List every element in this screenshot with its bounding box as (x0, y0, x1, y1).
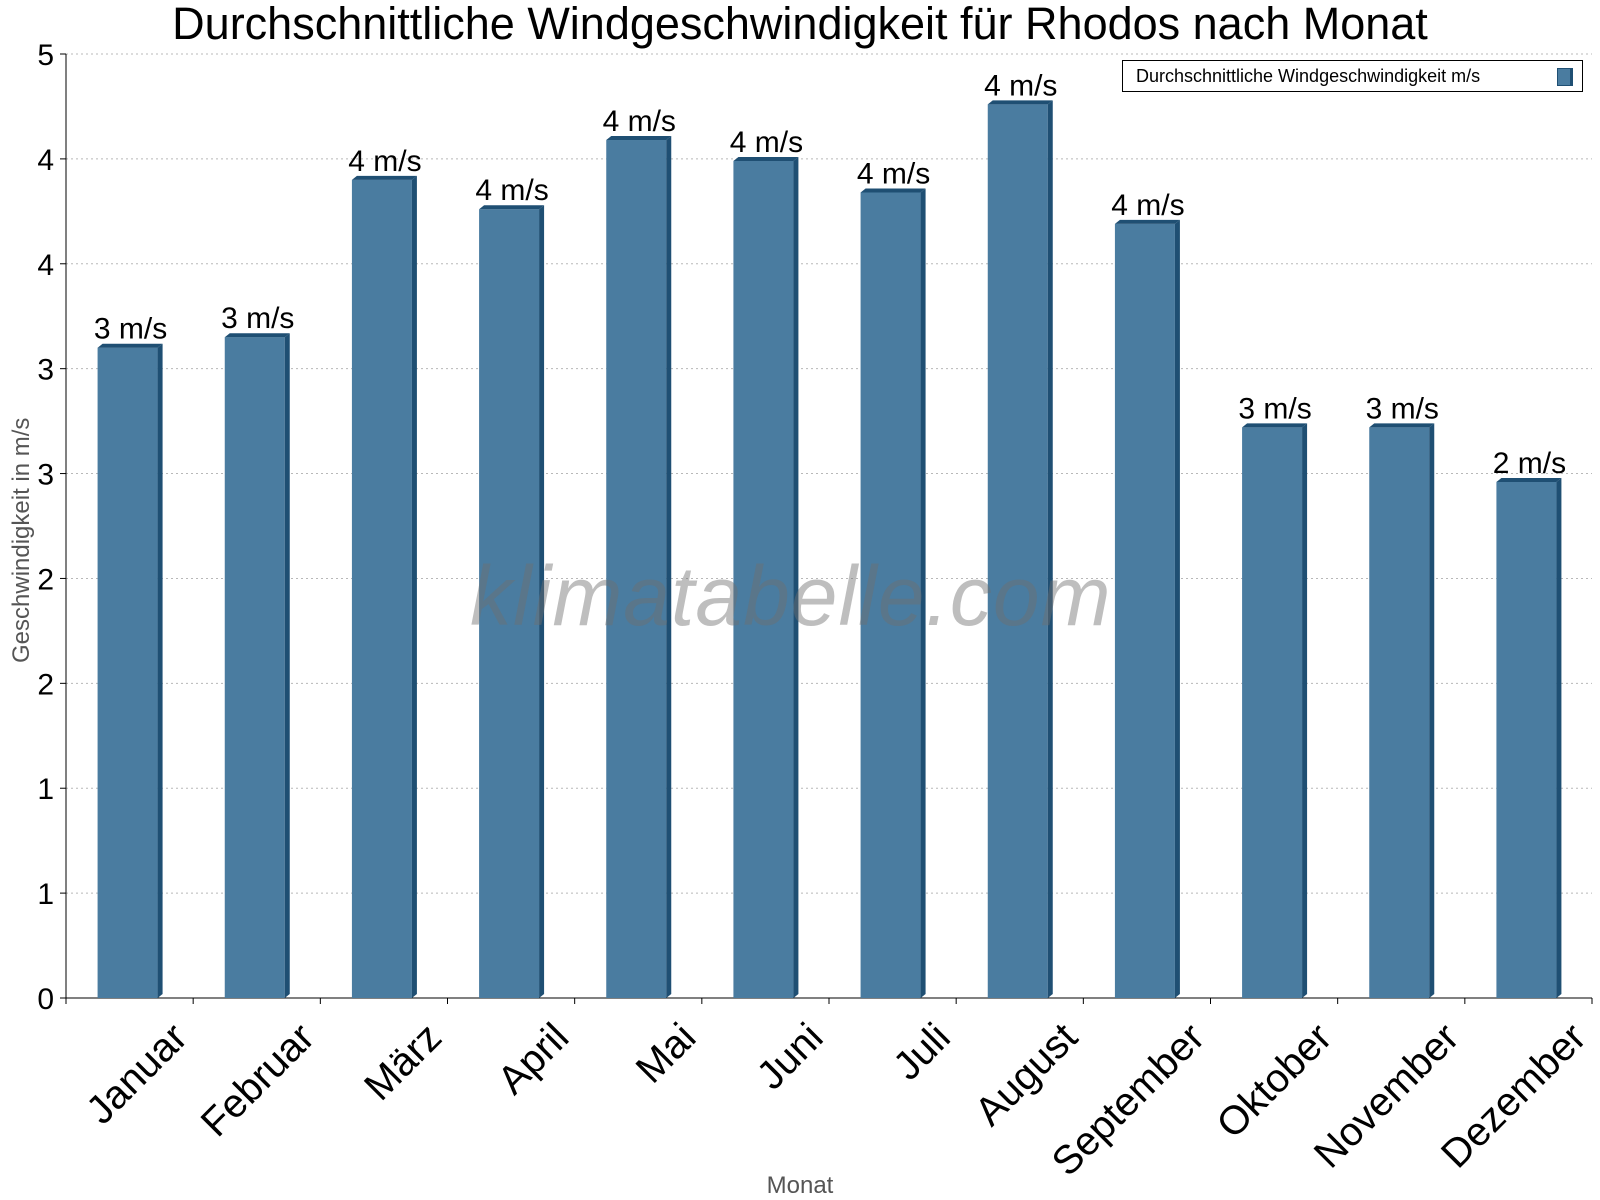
bar-top (987, 100, 1053, 105)
y-axis-label: Geschwindigkeit in m/s (8, 417, 35, 663)
bar (987, 104, 1048, 998)
x-tick-label: Mai (628, 1015, 705, 1092)
data-label: 4 m/s (603, 105, 676, 138)
bar (1369, 427, 1430, 999)
watermark: klimatabelle.com (470, 549, 1112, 643)
bar (1496, 481, 1557, 998)
legend-label: Durchschnittliche Windgeschwindigkeit m/… (1136, 66, 1481, 86)
y-tick-label: 0 (37, 983, 54, 1016)
bar-top (479, 205, 545, 210)
data-label: 3 m/s (1366, 392, 1439, 425)
data-label: 4 m/s (475, 174, 548, 207)
bar-top (606, 136, 672, 141)
legend: Durchschnittliche Windgeschwindigkeit m/… (1122, 60, 1583, 92)
data-label: 4 m/s (730, 126, 803, 159)
x-tick-label: Oktober (1209, 1015, 1341, 1147)
y-tick-label: 3 (37, 354, 54, 387)
bar-top (1242, 423, 1308, 428)
data-label: 3 m/s (94, 313, 167, 346)
data-label: 2 m/s (1493, 447, 1566, 480)
x-tick-label: Februar (193, 1015, 323, 1145)
x-tick-label: Juli (885, 1015, 959, 1089)
bar-side (284, 333, 290, 998)
x-tick-label: August (967, 1015, 1086, 1134)
data-label: 3 m/s (1238, 392, 1311, 425)
bar-side (1556, 477, 1562, 998)
bar-side (157, 343, 163, 998)
bar-side (920, 188, 926, 998)
bar-side (666, 136, 672, 998)
bar-side (1174, 219, 1180, 999)
x-tick-label: Januar (78, 1015, 196, 1133)
x-axis-label: Monat (766, 1172, 834, 1199)
y-tick-label: 4 (37, 144, 54, 177)
bar (1242, 427, 1303, 999)
data-label: 4 m/s (348, 145, 421, 178)
bar-side (1047, 100, 1053, 998)
bar (479, 209, 540, 999)
bar (351, 179, 412, 998)
data-label: 4 m/s (984, 69, 1057, 102)
bar-side (411, 175, 417, 998)
data-label: 4 m/s (857, 157, 930, 190)
bar (606, 140, 667, 998)
bar-top (351, 175, 417, 180)
bar (860, 192, 921, 998)
bar-top (1114, 219, 1180, 224)
y-tick-label: 2 (37, 563, 54, 596)
bar-side (1302, 423, 1308, 999)
bar-top (224, 333, 290, 338)
bar (224, 337, 285, 998)
legend-swatch (1557, 68, 1573, 86)
y-tick-label: 2 (37, 668, 54, 701)
y-tick-label: 5 (37, 39, 54, 72)
x-tick-label: Juni (749, 1015, 832, 1098)
bar-side (1429, 423, 1435, 999)
bar-top (733, 156, 799, 161)
y-tick-label: 1 (37, 773, 54, 806)
bar-top (1496, 477, 1562, 482)
y-tick-label: 4 (37, 249, 54, 282)
bar-side (539, 205, 545, 999)
bar (733, 160, 794, 998)
bar-top (97, 343, 163, 348)
bar-top (1369, 423, 1435, 428)
bar (1114, 223, 1175, 999)
x-tick-label: März (356, 1015, 450, 1109)
y-tick-label: 3 (37, 459, 54, 492)
data-label: 3 m/s (221, 302, 294, 335)
bar (97, 347, 158, 998)
bar-top (860, 188, 926, 193)
x-tick-label: April (490, 1015, 578, 1103)
chart-title: Durchschnittliche Windgeschwindigkeit fü… (172, 0, 1428, 49)
bar-side (793, 156, 799, 998)
data-label: 4 m/s (1111, 189, 1184, 222)
y-tick-label: 1 (37, 878, 54, 911)
